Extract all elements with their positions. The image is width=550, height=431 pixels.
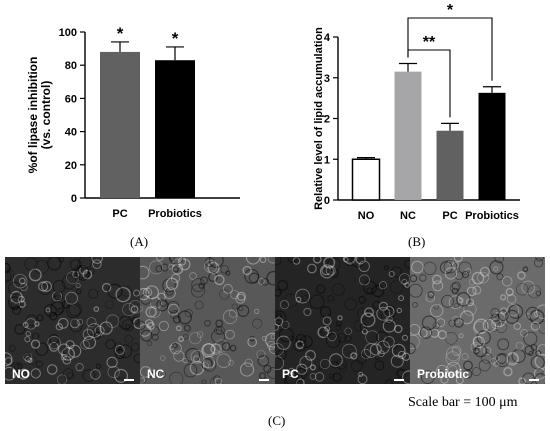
y-tick-label: 20 bbox=[65, 160, 77, 172]
micrograph-pc: PC bbox=[275, 257, 410, 384]
scale-bar-pc bbox=[394, 379, 404, 381]
scale-bar-caption: Scale bar = 100 μm bbox=[408, 395, 518, 410]
significance-pc: * bbox=[117, 24, 124, 43]
bar-probiotics bbox=[155, 60, 195, 198]
significance-bracket bbox=[407, 17, 493, 81]
y-tick-label: 0 bbox=[71, 193, 77, 205]
micrograph-label-no: NO bbox=[12, 367, 30, 381]
micrograph-probiotic: Probiotic bbox=[410, 257, 545, 384]
y-tick-label: 2 bbox=[324, 114, 330, 126]
micrograph-no: NO bbox=[5, 257, 140, 384]
micrograph-pc-image bbox=[275, 257, 410, 384]
y-tick-label: 60 bbox=[65, 93, 77, 105]
y-axis-label: %of lipase inhibition bbox=[26, 57, 40, 174]
y-tick-label: 80 bbox=[65, 60, 77, 72]
x-tick-label-probiotics: Probiotics bbox=[148, 208, 202, 220]
panel-label-a: (A) bbox=[130, 234, 149, 249]
x-tick-label-pc: PC bbox=[442, 210, 457, 222]
scale-bar-nc bbox=[259, 379, 269, 381]
y-tick-label: 4 bbox=[324, 32, 331, 44]
micrograph-nc: NC bbox=[140, 257, 275, 384]
micrograph-nc-image bbox=[140, 257, 275, 384]
y-axis-label: Relative level of lipid accumulation bbox=[313, 27, 325, 210]
panel-label-b: (B) bbox=[408, 234, 426, 249]
x-tick-label-pc: PC bbox=[112, 208, 127, 220]
micrograph-probiotic-image bbox=[410, 257, 545, 384]
x-tick-label-nc: NC bbox=[400, 210, 416, 222]
y-tick-label: 3 bbox=[324, 73, 330, 85]
bar-no bbox=[351, 158, 381, 201]
x-tick-label-no: NO bbox=[358, 210, 375, 222]
micrograph-label-probiotic: Probiotic bbox=[417, 367, 470, 381]
y-axis-label: (vs. control) bbox=[39, 81, 53, 150]
chart-a: 0 20 40 60 80 100 %of lipase inhibition (vs. co… bbox=[26, 24, 240, 220]
y-tick-label: 1 bbox=[324, 154, 330, 166]
micrograph-label-pc: PC bbox=[282, 367, 299, 381]
bar-pc bbox=[436, 130, 464, 200]
y-tick-label: 100 bbox=[59, 27, 77, 39]
scale-bar-no bbox=[124, 379, 134, 381]
y-tick-label: 40 bbox=[65, 127, 77, 139]
micrograph-no-image bbox=[5, 257, 140, 384]
bracket-label: * bbox=[447, 2, 454, 19]
bar-nc bbox=[394, 71, 422, 200]
bar-probiotics bbox=[478, 92, 506, 200]
micrograph-label-nc: NC bbox=[147, 367, 165, 381]
bar-pc bbox=[100, 51, 140, 198]
significance-probiotics: * bbox=[172, 29, 179, 48]
x-tick-label-probiotics: Probiotics bbox=[465, 210, 519, 222]
y-tick-label: 0 bbox=[324, 195, 330, 207]
bracket-label: ** bbox=[423, 34, 436, 51]
micrograph-strip: NO NC PC Probiotic bbox=[5, 257, 545, 384]
scale-bar-probiotic bbox=[529, 379, 539, 381]
panel-label-c: (C) bbox=[268, 413, 286, 428]
